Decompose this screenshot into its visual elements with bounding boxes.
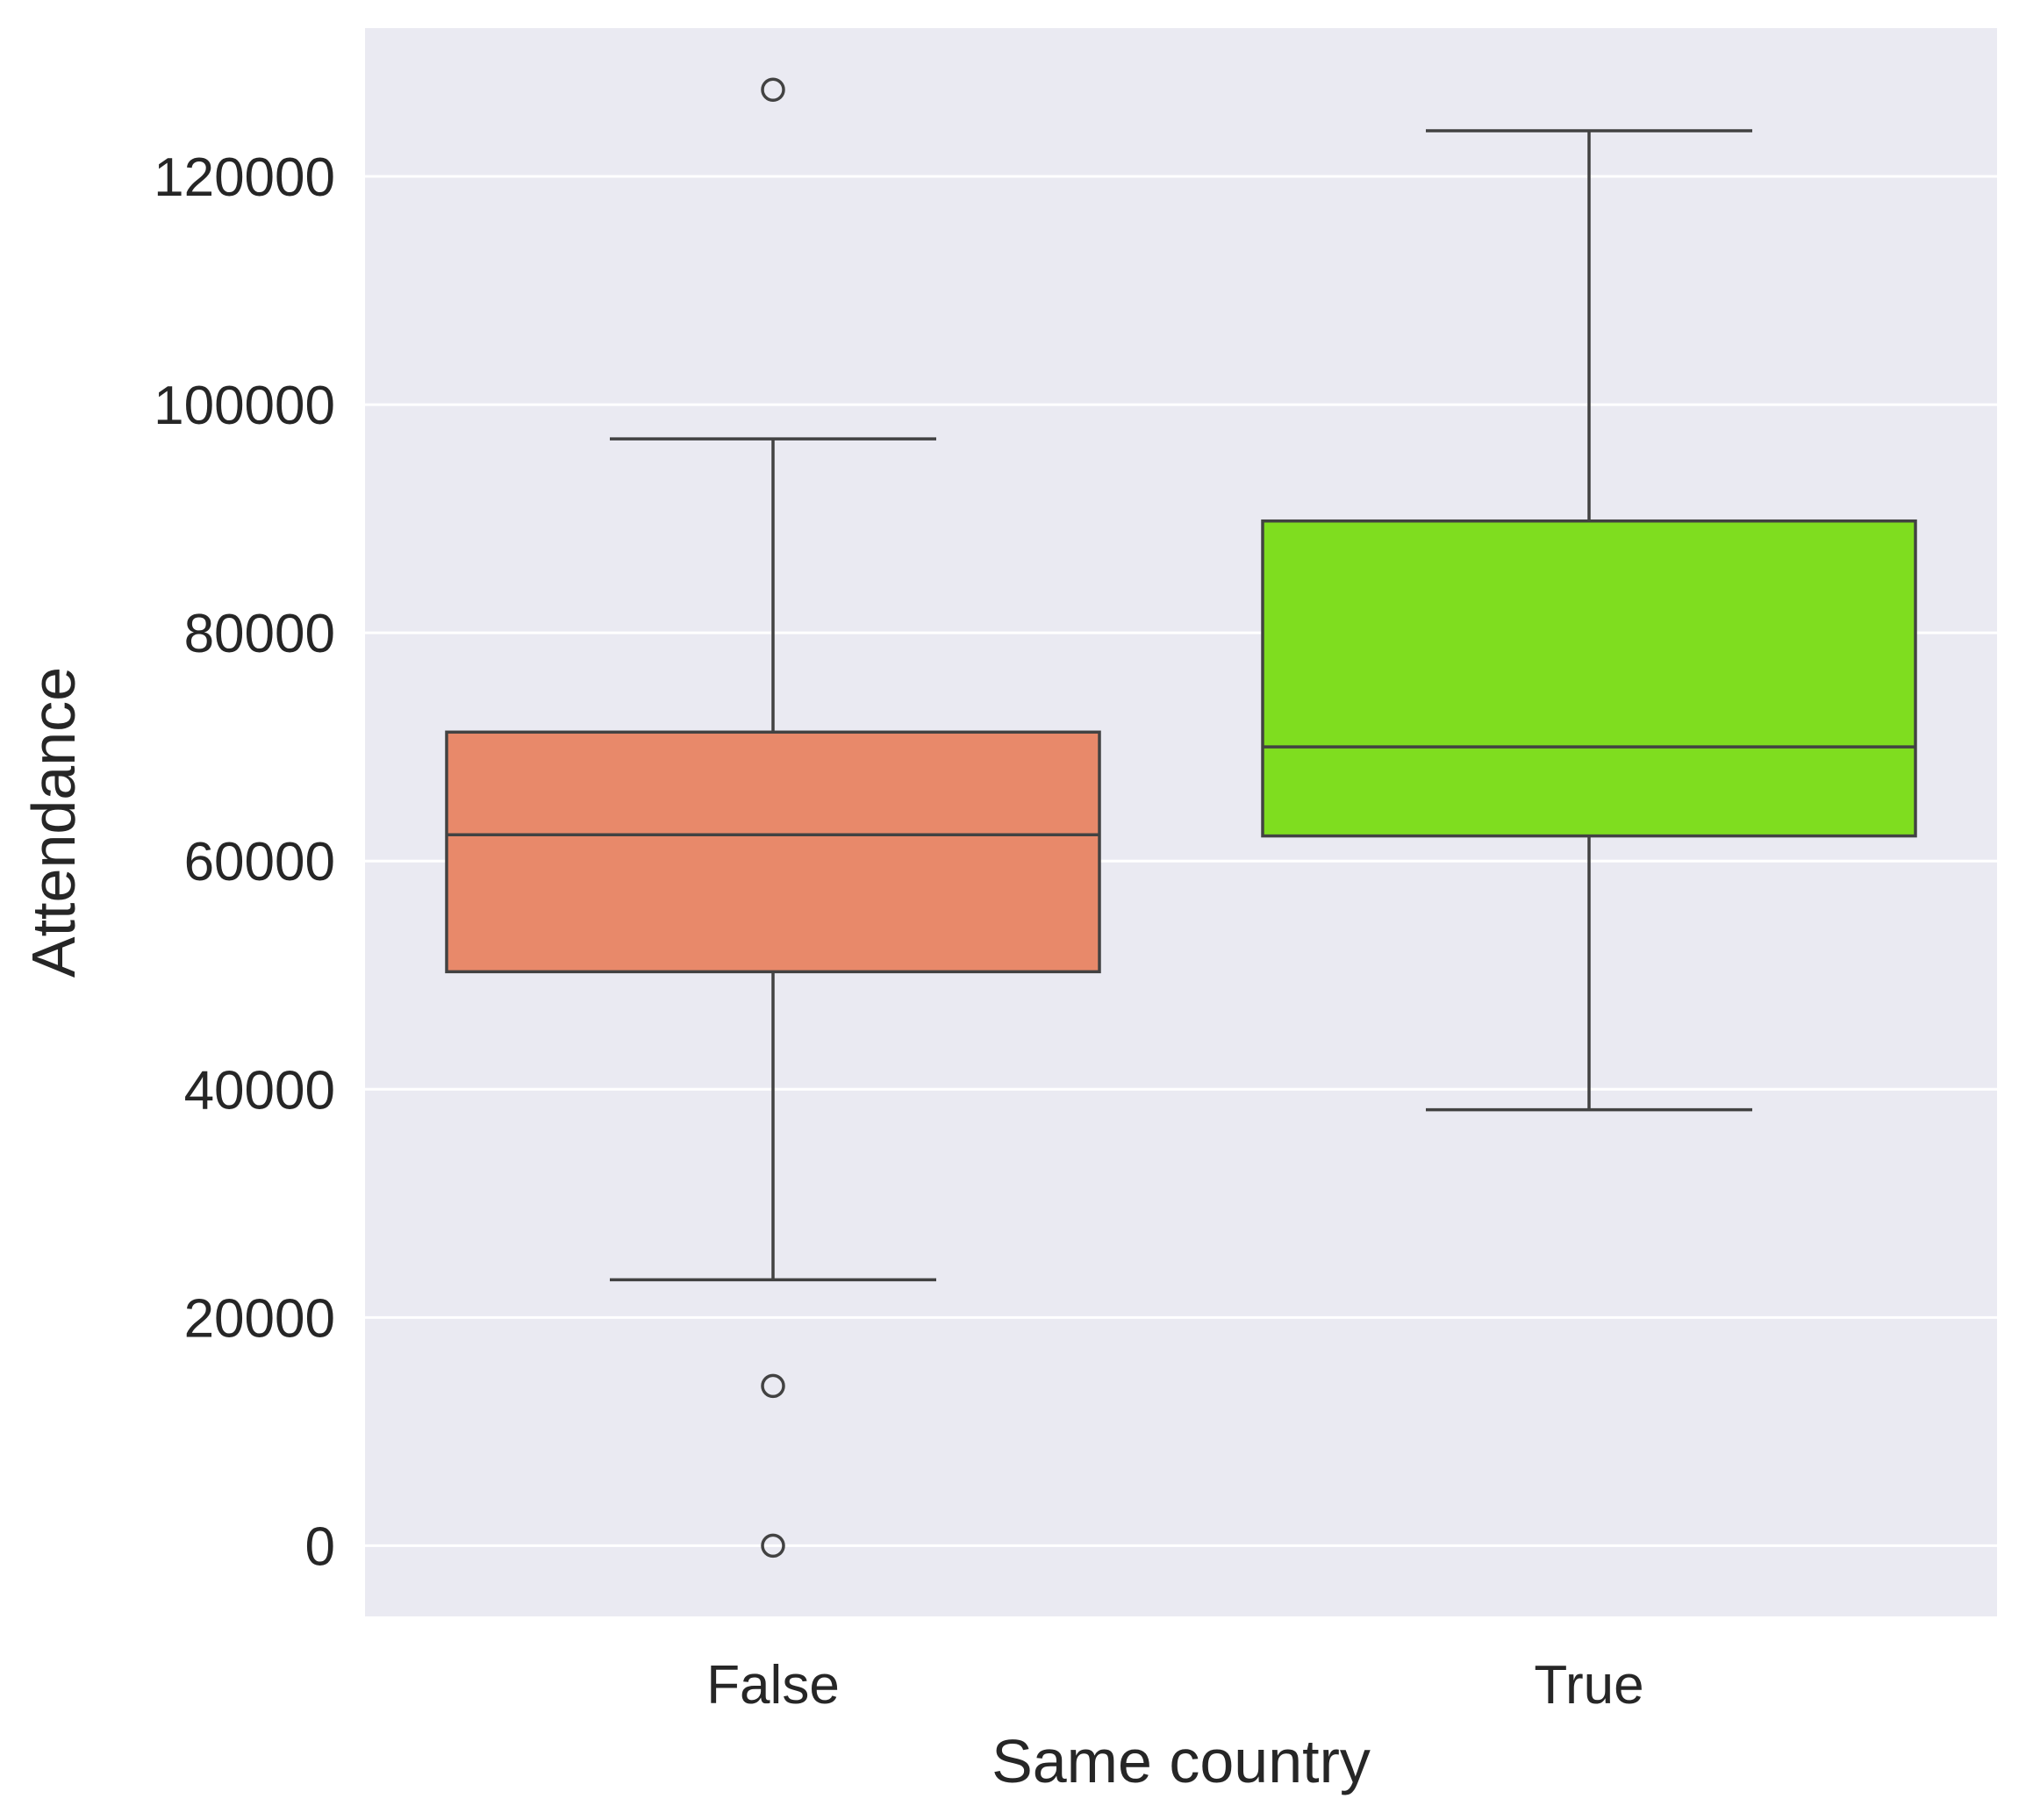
x-tick-labels: False True <box>706 1655 1643 1716</box>
box-group <box>1261 129 1917 1112</box>
y-tick-label: 60000 <box>184 832 335 892</box>
box-group <box>445 77 1101 1558</box>
x-tick-label: True <box>1534 1655 1643 1716</box>
outlier-point <box>761 1373 785 1399</box>
y-tick-label: 120000 <box>154 147 335 208</box>
y-tick-label: 80000 <box>184 604 335 664</box>
outlier-point <box>761 1533 785 1558</box>
y-axis-label: Attendance <box>19 667 88 978</box>
y-tick-label: 40000 <box>184 1060 335 1121</box>
y-tick-label: 0 <box>305 1516 335 1577</box>
x-axis-label: Same country <box>992 1727 1371 1795</box>
y-tick-labels: 0 20000 40000 60000 80000 100000 120000 <box>154 147 335 1577</box>
iqr-box <box>445 730 1101 974</box>
iqr-box <box>1261 519 1917 838</box>
outlier-point <box>761 77 785 102</box>
x-tick-label: False <box>706 1655 840 1716</box>
y-tick-label: 100000 <box>154 376 335 436</box>
y-tick-label: 20000 <box>184 1288 335 1349</box>
boxes <box>445 77 1917 1558</box>
